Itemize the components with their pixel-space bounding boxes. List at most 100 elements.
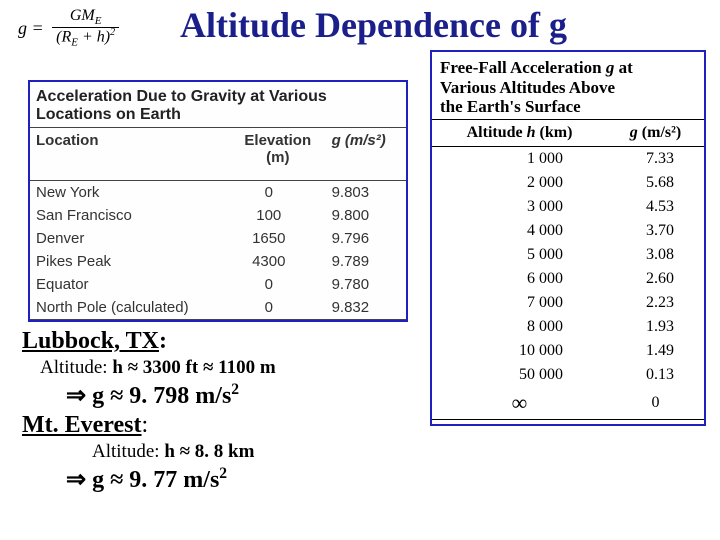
cell-elevation: 0 bbox=[230, 180, 326, 204]
table-row: Equator09.780 bbox=[30, 273, 406, 296]
cell-altitude: 1 000 bbox=[432, 146, 607, 171]
left-table-caption: Acceleration Due to Gravity at Various L… bbox=[30, 82, 406, 127]
lubbock-alt-bold: h ≈ 3300 ft ≈ 1100 m bbox=[112, 357, 275, 378]
lubbock-alt-pre: Altitude: bbox=[40, 357, 112, 378]
cell-location: San Francisco bbox=[30, 204, 230, 227]
cell-g: 1.93 bbox=[607, 315, 704, 339]
table-row: 7 0002.23 bbox=[432, 291, 704, 315]
formula-M: M bbox=[81, 7, 94, 24]
altitude-table: Free-Fall Acceleration g at Various Alti… bbox=[430, 50, 706, 426]
right-th-g-pre: g bbox=[630, 124, 638, 141]
everest-g-value: g ≈ 9. 77 m/s bbox=[92, 467, 219, 493]
everest-g-sup: 2 bbox=[219, 465, 227, 482]
earth-locations-table: Acceleration Due to Gravity at Various L… bbox=[28, 80, 408, 322]
table-row: 50 0000.13 bbox=[432, 363, 704, 387]
formula-eq-sign: = bbox=[27, 18, 44, 38]
right-th-g: g (m/s²) bbox=[607, 119, 704, 146]
left-th-elevation: Elevation (m) bbox=[230, 127, 326, 180]
right-table: Altitude h (km) g (m/s²) 1 0007.332 0005… bbox=[432, 119, 704, 420]
cell-g: 4.53 bbox=[607, 195, 704, 219]
right-th-alt-h: h bbox=[527, 124, 536, 141]
right-th-alt-unit: (km) bbox=[536, 124, 573, 141]
table-row: 8 0001.93 bbox=[432, 315, 704, 339]
right-table-caption: Free-Fall Acceleration g at Various Alti… bbox=[432, 54, 704, 119]
lubbock-altitude-line: Altitude: h ≈ 3300 ft ≈ 1100 m bbox=[40, 357, 422, 379]
annotations: Lubbock, TX: Altitude: h ≈ 3300 ft ≈ 110… bbox=[22, 328, 422, 494]
cell-elevation: 0 bbox=[230, 296, 326, 320]
formula-plus: + bbox=[78, 29, 97, 46]
cell-g: 9.796 bbox=[326, 227, 406, 250]
formula-denominator: (RE + h)2 bbox=[52, 27, 119, 49]
cell-g: 9.803 bbox=[326, 180, 406, 204]
table-row: New York09.803 bbox=[30, 180, 406, 204]
cell-elevation: 100 bbox=[230, 204, 326, 227]
everest-heading: Mt. Everest: bbox=[22, 412, 422, 439]
cell-location: New York bbox=[30, 180, 230, 204]
lubbock-arrow: ⇒ bbox=[66, 383, 92, 409]
formula-lhs: g bbox=[18, 18, 27, 38]
formula-exp: 2 bbox=[110, 27, 115, 38]
lubbock-heading: Lubbock, TX: bbox=[22, 328, 422, 355]
cell-elevation: 0 bbox=[230, 273, 326, 296]
cell-g: 0.13 bbox=[607, 363, 704, 387]
cell-g: 0 bbox=[607, 387, 704, 420]
table-row: 10 0001.49 bbox=[432, 339, 704, 363]
cell-g: 2.23 bbox=[607, 291, 704, 315]
cell-location: Equator bbox=[30, 273, 230, 296]
table-row: 3 0004.53 bbox=[432, 195, 704, 219]
everest-g-line: ⇒ g ≈ 9. 77 m/s2 bbox=[66, 465, 422, 494]
left-th-location: Location bbox=[30, 127, 230, 180]
cell-location: Denver bbox=[30, 227, 230, 250]
lubbock-g-line: ⇒ g ≈ 9. 798 m/s2 bbox=[66, 381, 422, 410]
left-th-elev-unit: (m) bbox=[266, 149, 289, 166]
formula-h: h bbox=[97, 29, 105, 46]
right-caption-l1b: at bbox=[614, 58, 632, 77]
cell-altitude: 10 000 bbox=[432, 339, 607, 363]
cell-altitude: 6 000 bbox=[432, 267, 607, 291]
cell-altitude: 50 000 bbox=[432, 363, 607, 387]
everest-name: Mt. Everest bbox=[22, 412, 142, 438]
formula-R-sub: E bbox=[71, 37, 78, 49]
lubbock-g-sup: 2 bbox=[231, 381, 239, 398]
table-row: 1 0007.33 bbox=[432, 146, 704, 171]
everest-alt-bold: h ≈ 8. 8 km bbox=[164, 441, 254, 462]
table-row: San Francisco1009.800 bbox=[30, 204, 406, 227]
cell-g: 9.832 bbox=[326, 296, 406, 320]
left-th-elev-main: Elevation bbox=[244, 132, 311, 149]
cell-g: 9.800 bbox=[326, 204, 406, 227]
right-th-g-unit: (m/s²) bbox=[638, 124, 681, 141]
cell-g: 7.33 bbox=[607, 146, 704, 171]
table-row: 5 0003.08 bbox=[432, 243, 704, 267]
cell-g: 3.08 bbox=[607, 243, 704, 267]
cell-altitude: 8 000 bbox=[432, 315, 607, 339]
cell-elevation: 4300 bbox=[230, 250, 326, 273]
cell-g: 9.789 bbox=[326, 250, 406, 273]
right-caption-l1a: Free-Fall Acceleration bbox=[440, 58, 606, 77]
cell-g: 9.780 bbox=[326, 273, 406, 296]
left-th-g: g (m/s²) bbox=[326, 127, 406, 180]
cell-elevation: 1650 bbox=[230, 227, 326, 250]
cell-altitude: 3 000 bbox=[432, 195, 607, 219]
lubbock-g-value: g ≈ 9. 798 m/s bbox=[92, 383, 231, 409]
table-row: ∞0 bbox=[432, 387, 704, 420]
everest-colon: : bbox=[142, 412, 149, 438]
page-title: Altitude Dependence of g bbox=[180, 4, 567, 46]
left-th-g-text: g (m/s²) bbox=[332, 132, 386, 149]
table-row: 2 0005.68 bbox=[432, 171, 704, 195]
table-row: 6 0002.60 bbox=[432, 267, 704, 291]
cell-altitude: ∞ bbox=[432, 387, 607, 420]
table-row: 4 0003.70 bbox=[432, 219, 704, 243]
everest-arrow: ⇒ bbox=[66, 467, 92, 493]
formula-numerator: GME bbox=[52, 8, 119, 27]
cell-g: 5.68 bbox=[607, 171, 704, 195]
formula-R: R bbox=[61, 29, 71, 46]
everest-alt-pre: Altitude: bbox=[92, 441, 164, 462]
lubbock-name: Lubbock, TX bbox=[22, 328, 159, 354]
right-caption-l3: the Earth's Surface bbox=[440, 97, 581, 116]
right-th-alt-pre: Altitude bbox=[467, 124, 527, 141]
table-row: Denver16509.796 bbox=[30, 227, 406, 250]
cell-altitude: 4 000 bbox=[432, 219, 607, 243]
cell-g: 3.70 bbox=[607, 219, 704, 243]
left-table: Location Elevation (m) g (m/s²) New York… bbox=[30, 127, 406, 320]
table-row: Pikes Peak43009.789 bbox=[30, 250, 406, 273]
